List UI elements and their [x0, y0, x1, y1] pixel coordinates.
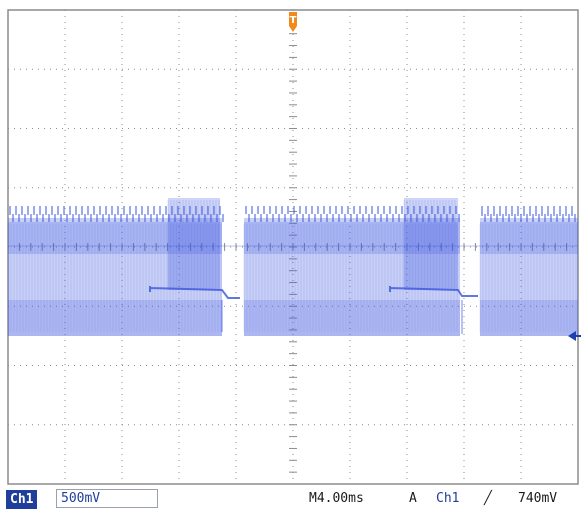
- waveform-band-lower: [8, 300, 222, 336]
- trigger-edge-icon[interactable]: ╱: [484, 491, 492, 506]
- graticule: [7, 9, 579, 485]
- waveform-band: [8, 218, 222, 336]
- waveform-band: [480, 218, 578, 336]
- waveform-band-lower: [480, 300, 578, 336]
- waveform-fill-lines: [7, 224, 222, 332]
- trigger-channel-readout[interactable]: Ch1: [436, 491, 460, 506]
- waveform-band-lower: [244, 300, 460, 336]
- trigger-position-icon: T: [289, 12, 297, 32]
- markers: T: [289, 12, 581, 341]
- trigger-level-readout[interactable]: 740mV: [518, 491, 558, 506]
- waveform-fill-lines: [243, 224, 458, 332]
- timebase-readout[interactable]: M4.00ms: [309, 491, 364, 506]
- waveform-spikes: [245, 206, 460, 222]
- waveform-low-level: [389, 286, 478, 297]
- channel-label[interactable]: Ch1: [6, 490, 38, 509]
- waveform-spikes: [481, 206, 576, 222]
- status-bar: Ch1 500mV M4.00ms A Ch1 ╱ 740mV: [0, 486, 581, 514]
- waveform-burst: [404, 198, 458, 290]
- channel-ground-arrow-icon: [568, 331, 581, 341]
- waveform-band-upper: [244, 222, 460, 254]
- waveform-low-level: [149, 286, 240, 299]
- trigger-source-label: A: [409, 491, 417, 506]
- waveform-edge: [221, 300, 463, 334]
- waveform-spikes: [9, 206, 224, 222]
- waveform-burst-lines: [403, 200, 456, 288]
- waveform-band: [244, 218, 460, 336]
- trigger-position-label: T: [290, 15, 297, 26]
- waveform-fill-lines: [479, 224, 577, 332]
- waveform-burst-lines: [167, 200, 220, 288]
- waveform-trace: [7, 198, 578, 336]
- volts-per-div-readout[interactable]: 500mV: [56, 489, 158, 508]
- waveform-burst: [168, 198, 220, 290]
- waveform-band-upper: [8, 222, 222, 254]
- waveform-band-upper: [480, 222, 578, 254]
